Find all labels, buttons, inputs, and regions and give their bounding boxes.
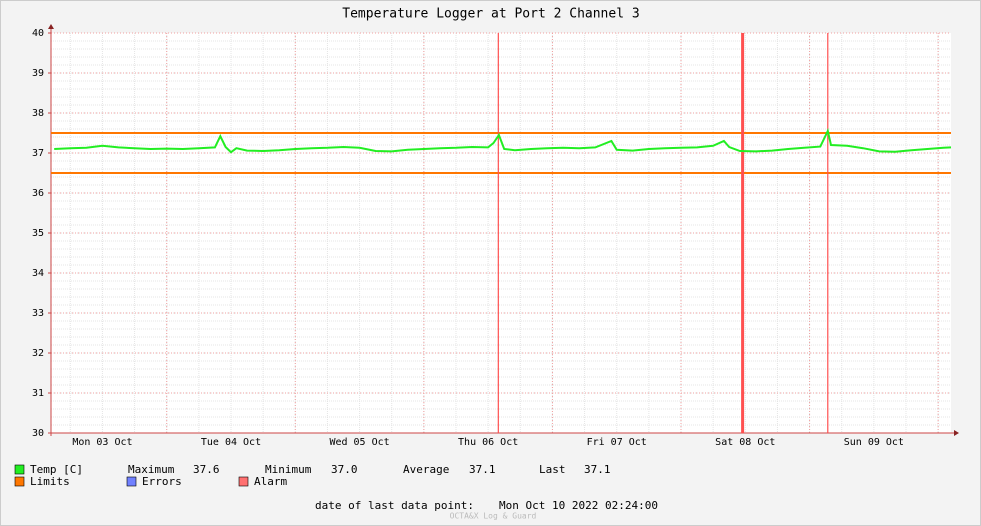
x-tick-label: Sun 09 Oct	[844, 437, 904, 448]
stat-label: Last	[539, 463, 566, 476]
y-axis-arrow	[48, 24, 54, 29]
y-tick-label: 34	[32, 268, 44, 279]
y-tick-label: 39	[32, 68, 44, 79]
y-tick-label: 37	[32, 148, 44, 159]
legend-swatch	[14, 464, 25, 475]
stat-label: Average	[403, 463, 449, 476]
x-tick-label: Fri 07 Oct	[587, 437, 647, 448]
stat-label: Maximum	[128, 463, 175, 476]
stat-value: 37.1	[469, 463, 496, 476]
x-tick-label: Thu 06 Oct	[458, 437, 518, 448]
x-tick-label: Mon 03 Oct	[72, 437, 132, 448]
chart-title: Temperature Logger at Port 2 Channel 3	[342, 7, 639, 22]
legend-label: Errors	[142, 475, 182, 488]
footer-label: date of last data point:	[315, 499, 474, 512]
legend-swatch	[14, 476, 25, 487]
y-tick-label: 35	[32, 228, 44, 239]
legend-swatch	[238, 476, 249, 487]
legend-label: Limits	[30, 475, 70, 488]
series-line	[54, 127, 952, 154]
footer-date: Mon Oct 10 2022 02:24:00	[499, 499, 658, 512]
x-tick-label: Wed 05 Oct	[329, 437, 389, 448]
watermark: OCTA&X Log & Guard	[450, 512, 537, 521]
y-tick-label: 32	[32, 348, 44, 359]
legend-label: Temp [C]	[30, 463, 83, 476]
y-tick-label: 40	[32, 28, 44, 39]
legend-swatch	[126, 476, 137, 487]
y-tick-label: 38	[32, 108, 44, 119]
stat-label: Minimum	[265, 463, 312, 476]
x-axis-arrow	[954, 430, 959, 436]
y-tick-label: 33	[32, 308, 44, 319]
y-tick-label: 30	[32, 428, 44, 439]
x-tick-label: Sat 08 Oct	[715, 437, 775, 448]
x-tick-label: Tue 04 Oct	[201, 437, 261, 448]
stat-value: 37.6	[193, 463, 220, 476]
y-tick-label: 31	[32, 388, 44, 399]
stat-value: 37.1	[584, 463, 611, 476]
stat-value: 37.0	[331, 463, 358, 476]
y-tick-label: 36	[32, 188, 44, 199]
legend-label: Alarm	[254, 475, 287, 488]
